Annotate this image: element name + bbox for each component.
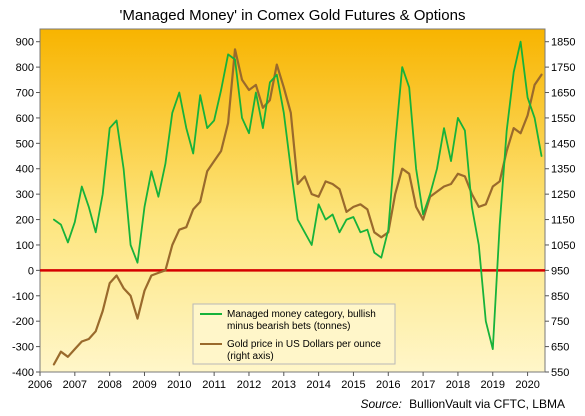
source-note: Source: BullionVault via CFTC, LBMA xyxy=(360,397,565,411)
y-right-tick-label: 750 xyxy=(551,316,569,328)
x-tick-label: 2016 xyxy=(376,379,400,391)
x-tick-label: 2013 xyxy=(272,379,296,391)
source-prefix: Source: xyxy=(360,397,401,411)
y-right-tick-label: 850 xyxy=(551,291,569,303)
series-layer xyxy=(52,40,543,366)
series-line-gold-price xyxy=(52,48,543,366)
legend-label-managed-money-line-1: Managed money category, bullish xyxy=(227,309,376,320)
y-right-tick-label: 650 xyxy=(551,342,569,354)
series-line-managed-money xyxy=(53,40,543,351)
y-right-tick-label: 1850 xyxy=(551,37,575,49)
y-right-tick-label: 1150 xyxy=(551,215,575,227)
y-left-tick-label: -400 xyxy=(12,367,34,379)
y-left-tick-label: -300 xyxy=(12,342,34,354)
legend-box xyxy=(192,303,396,365)
y-left-tick-label: 300 xyxy=(16,189,34,201)
source-text: BullionVault via CFTC, LBMA xyxy=(409,397,565,411)
y-right-tick-label: 1650 xyxy=(551,88,575,100)
y-axis-right: 1850 1750 1650 1550 1450 1350 1250 1150 1050 950 8… xyxy=(545,37,575,379)
y-left-tick-label: 800 xyxy=(16,62,34,74)
y-left-tick-label: 200 xyxy=(16,215,34,227)
y-left-tick-label: 700 xyxy=(16,88,34,100)
x-tick-label: 2015 xyxy=(341,379,365,391)
x-tick-label: 2008 xyxy=(97,379,121,391)
x-tick-label: 2010 xyxy=(167,379,191,391)
y-right-tick-label: 950 xyxy=(551,265,569,277)
x-tick-label: 2011 xyxy=(202,379,226,391)
y-left-tick-label: 900 xyxy=(16,37,34,49)
x-tick-label: 2007 xyxy=(63,379,87,391)
y-right-tick-label: 1250 xyxy=(551,189,575,201)
x-tick-label: 2019 xyxy=(481,379,505,391)
y-right-tick-label: 1550 xyxy=(551,113,575,125)
y-left-tick-label: 100 xyxy=(16,240,34,252)
y-right-tick-label: 1450 xyxy=(551,138,575,150)
y-left-tick-label: 600 xyxy=(16,113,34,125)
legend-label-gold-price-line-1: Gold price in US Dollars per ounce xyxy=(227,339,381,350)
legend-label-managed-money-line-2: minus bearish bets (tonnes) xyxy=(227,321,350,332)
x-tick-label: 2017 xyxy=(411,379,435,391)
y-left-tick-label: 400 xyxy=(16,164,34,176)
x-tick-label: 2018 xyxy=(446,379,470,391)
y-right-tick-label: 1050 xyxy=(551,240,575,252)
legend-label-gold-price-line-2: (right axis) xyxy=(227,351,274,362)
y-left-tick-label: 500 xyxy=(16,138,34,150)
x-tick-label: 2014 xyxy=(306,379,330,391)
chart-title: 'Managed Money' in Comex Gold Futures & … xyxy=(120,7,466,24)
y-right-tick-label: 550 xyxy=(551,367,569,379)
legend: Managed money category, bullish minus be… xyxy=(192,303,396,365)
y-left-tick-label: -200 xyxy=(12,316,34,328)
y-right-tick-label: 1350 xyxy=(551,164,575,176)
x-axis: 2006 2007 2008 2009 2010 2011 2012 2013 2014 2015… xyxy=(28,372,540,391)
y-left-tick-label: 0 xyxy=(28,265,34,277)
y-axis-left: 900 800 700 600 500 400 300 200 100 0 -100 -200 -300… xyxy=(12,37,40,379)
y-left-tick-label: -100 xyxy=(12,291,34,303)
x-tick-label: 2009 xyxy=(132,379,156,391)
x-tick-label: 2006 xyxy=(28,379,52,391)
x-tick-label: 2020 xyxy=(515,379,539,391)
x-tick-label: 2012 xyxy=(237,379,261,391)
y-right-tick-label: 1750 xyxy=(551,62,575,74)
